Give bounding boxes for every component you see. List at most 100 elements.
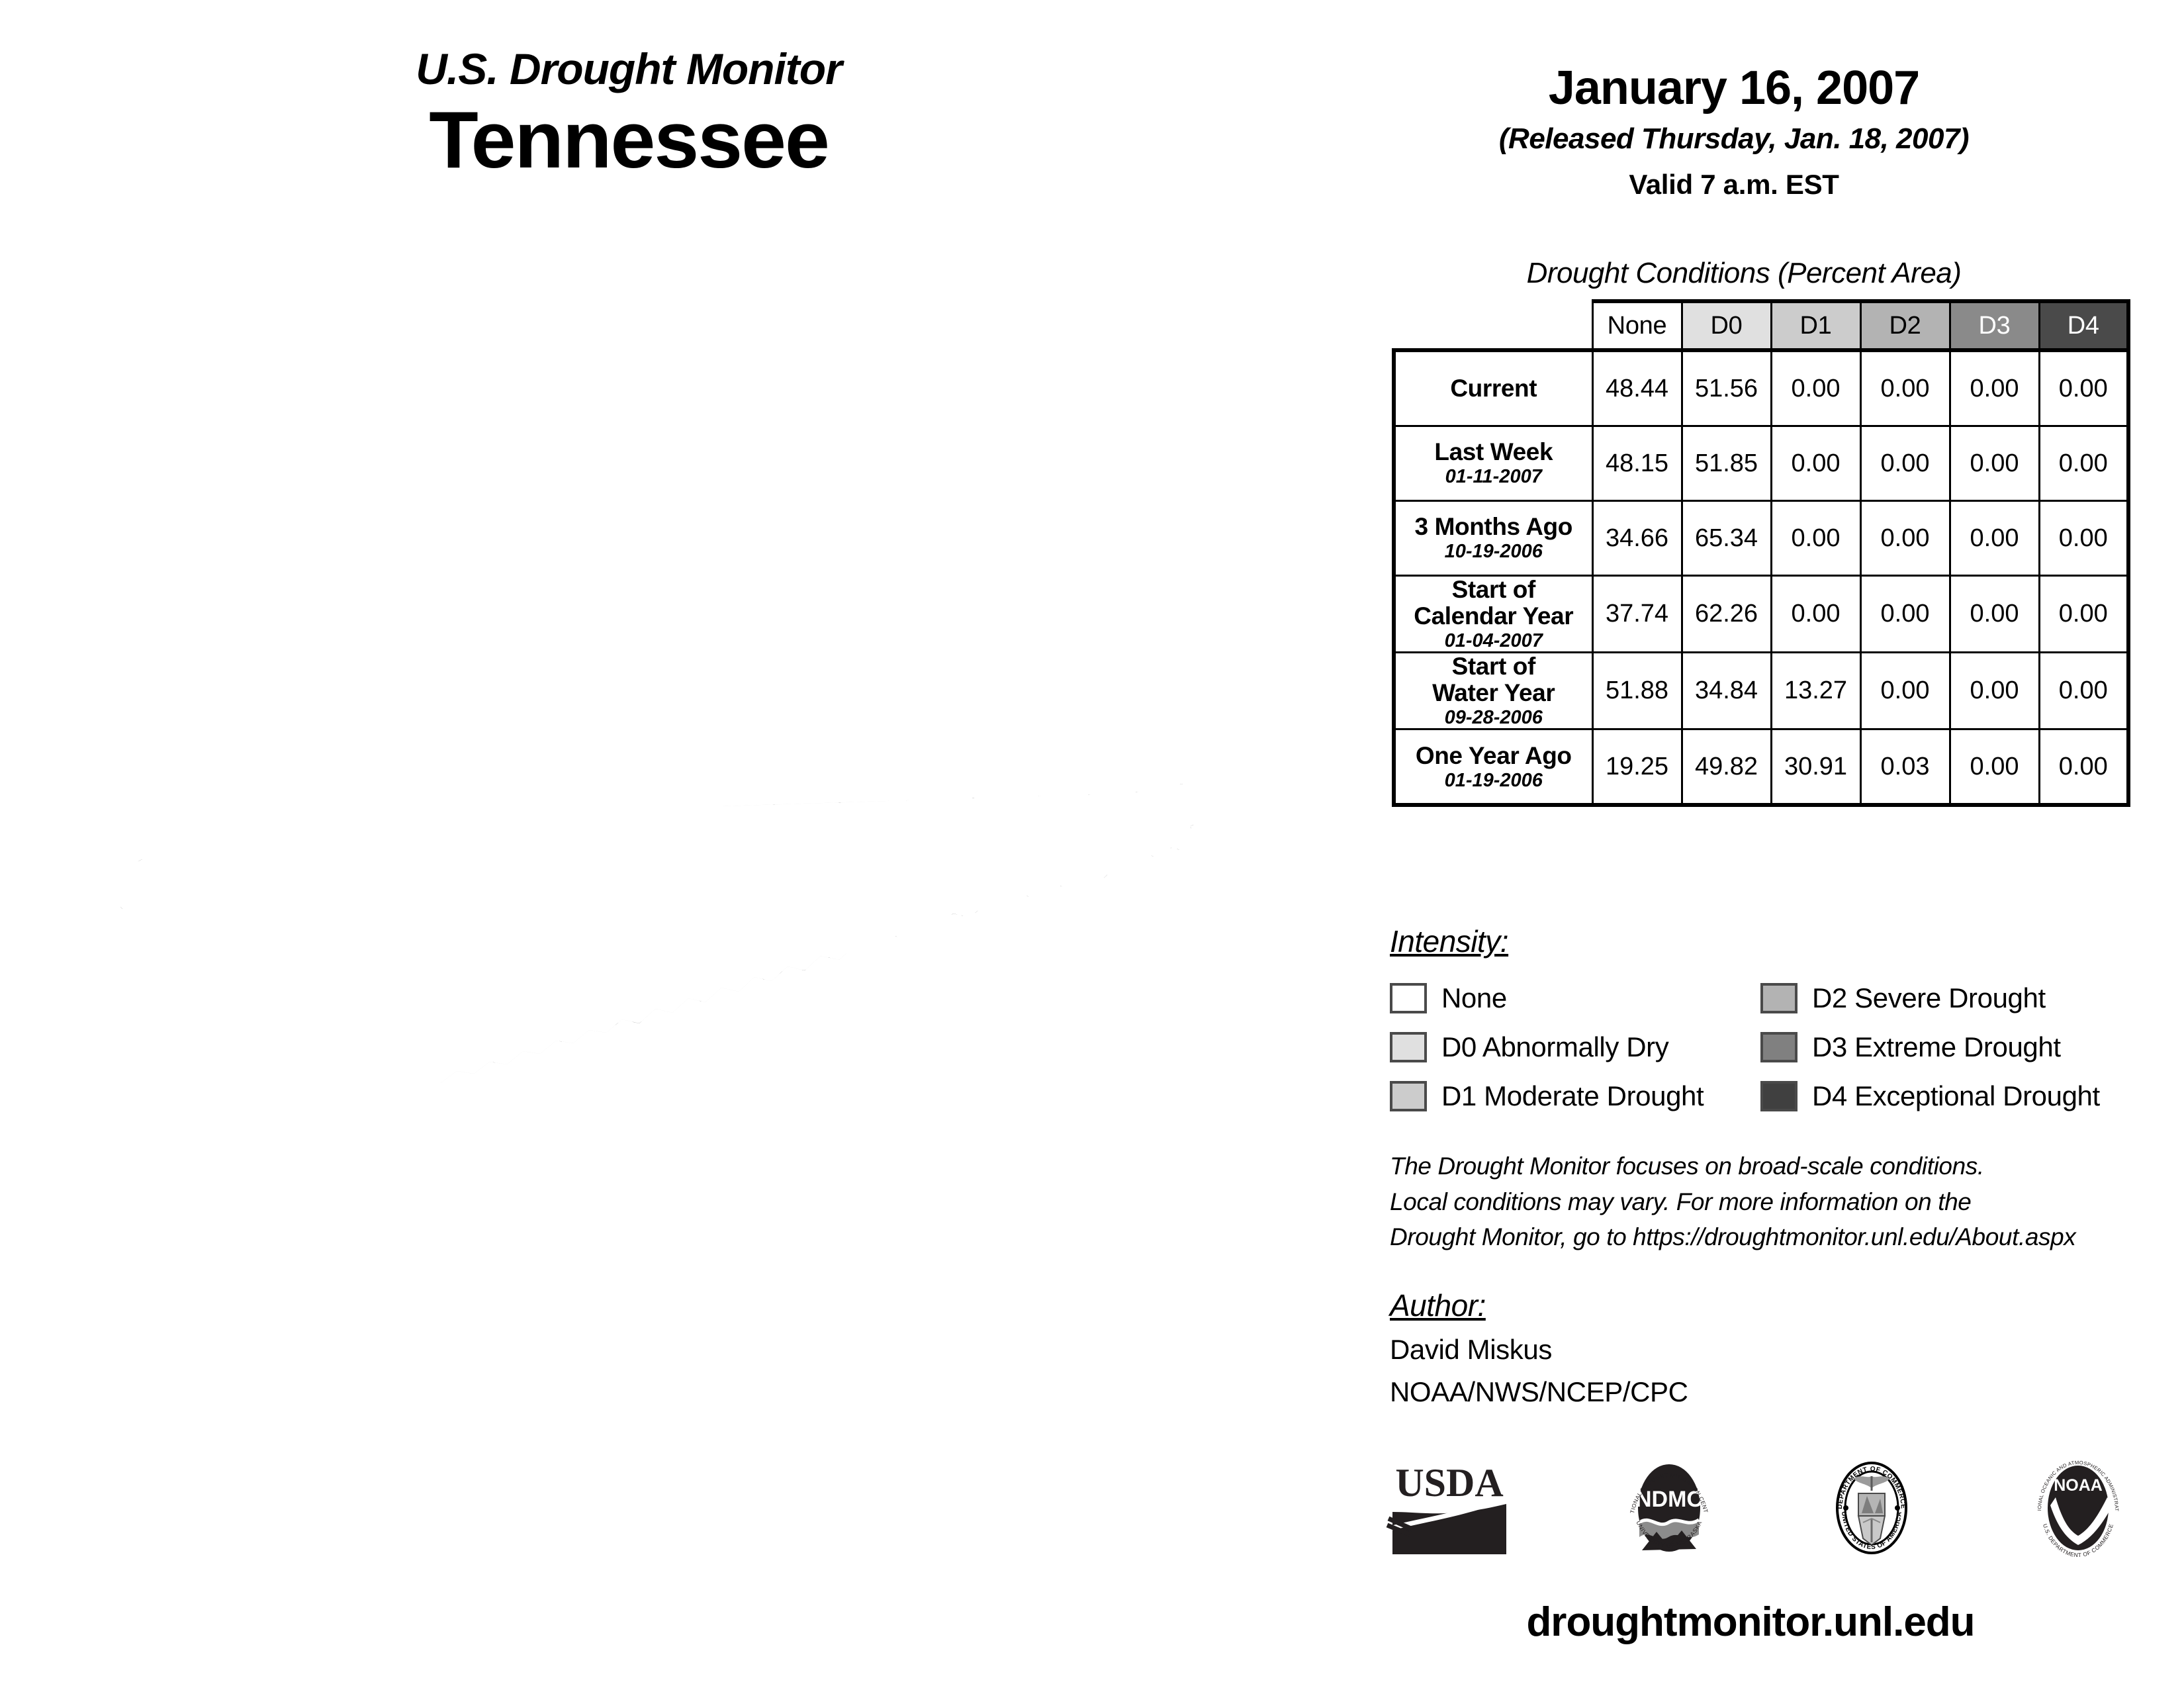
doc-logo: DEPARTMENT OF COMMERCE UNITED STATES OF … — [1822, 1450, 1921, 1570]
row-label: Current — [1392, 348, 1594, 427]
legend-swatch — [1390, 1032, 1427, 1062]
cell-d1: 0.00 — [1770, 574, 1862, 654]
cell-d2: 0.03 — [1859, 728, 1951, 808]
cell-d4: 0.00 — [2038, 425, 2130, 502]
cell-d4: 0.00 — [2038, 500, 2130, 577]
cell-d3: 0.00 — [1948, 500, 2040, 577]
footer-url[interactable]: droughtmonitor.unl.edu — [1526, 1599, 1975, 1645]
usda-logo-mark: USDA — [1386, 1461, 1508, 1554]
logo-row: USDA NDMC NATIONAL DROUGHT MITI — [1383, 1436, 2131, 1582]
cell-d3: 0.00 — [1948, 574, 2040, 654]
column-header-d2: D2 — [1859, 299, 1951, 352]
intensity-legend: Intensity: None D2 Severe Drought D0 Abnor… — [1390, 923, 2171, 1121]
row-date: 01-19-2006 — [1444, 769, 1543, 791]
intensity-title: Intensity: — [1390, 924, 1509, 959]
row-label: One Year Ago 01-19-2006 — [1392, 728, 1594, 808]
legend-swatch — [1760, 1081, 1797, 1111]
drought-conditions-table: None D0 D1 D2 D3 D4 Current 48.44 51.56 0.0… — [1392, 299, 2130, 808]
valid-time: Valid 7 a.m. EST — [1629, 168, 1839, 200]
state-title: Tennessee — [429, 95, 830, 185]
legend-item: D4 Exceptional Drought — [1760, 1080, 2171, 1112]
cell-none: 34.66 — [1591, 500, 1683, 577]
row-label: Start of Water Year 09-28-2006 — [1392, 651, 1594, 731]
cell-d2: 0.00 — [1859, 574, 1951, 654]
legend-item: D3 Extreme Drought — [1760, 1031, 2171, 1063]
svg-text:NDMC: NDMC — [1635, 1487, 1703, 1512]
table-row: Current 48.44 51.56 0.00 0.00 0.00 0.00 — [1392, 348, 2130, 427]
usda-logo: USDA — [1383, 1455, 1516, 1564]
cell-d1: 0.00 — [1770, 425, 1862, 502]
column-header-d3: D3 — [1948, 299, 2040, 352]
column-header-d1: D1 — [1770, 299, 1862, 352]
cell-none: 51.88 — [1591, 651, 1683, 731]
disclaimer-line-1: The Drought Monitor focuses on broad-sca… — [1390, 1152, 1984, 1180]
cell-d0: 51.56 — [1680, 348, 1772, 427]
svg-text:USDA: USDA — [1395, 1461, 1503, 1505]
column-header-d0: D0 — [1680, 299, 1772, 352]
legend-item: D1 Moderate Drought — [1390, 1080, 1760, 1112]
legend-label: D3 Extreme Drought — [1812, 1031, 2061, 1062]
ndmc-logo: NDMC NATIONAL DROUGHT MITIGATION CENTER … — [1617, 1444, 1719, 1570]
cell-d4: 0.00 — [2038, 348, 2130, 427]
legend-swatch — [1390, 1081, 1427, 1111]
cell-d1: 13.27 — [1770, 651, 1862, 731]
row-label: 3 Months Ago 10-19-2006 — [1392, 500, 1594, 577]
column-header-d4: D4 — [2038, 299, 2130, 352]
cell-d1: 30.91 — [1770, 728, 1862, 808]
release-date: (Released Thursday, Jan. 18, 2007) — [1498, 122, 1970, 155]
cell-d4: 0.00 — [2038, 651, 2130, 731]
right-panel: January 16, 2007 (Released Thursday, Jan… — [1324, 0, 2184, 1688]
page-title: U.S. Drought Monitor — [416, 44, 842, 93]
cell-none: 48.44 — [1591, 348, 1683, 427]
legend-grid: None D2 Severe Drought D0 Abnormally Dry D3… — [1390, 974, 2171, 1121]
cell-d2: 0.00 — [1859, 651, 1951, 731]
cell-d0: 51.85 — [1680, 425, 1772, 502]
cell-d1: 0.00 — [1770, 348, 1862, 427]
ndmc-logo-mark: NDMC NATIONAL DROUGHT MITIGATION CENTER … — [1617, 1444, 1709, 1552]
legend-label: D1 Moderate Drought — [1441, 1080, 1704, 1111]
cell-d2: 0.00 — [1859, 500, 1951, 577]
valid-date: January 16, 2007 — [1548, 62, 1920, 115]
table-caption: Drought Conditions (Percent Area) — [1526, 257, 1962, 289]
column-header-none: None — [1591, 299, 1683, 352]
map-state-outline — [95, 781, 1205, 1083]
legend-item: D2 Severe Drought — [1760, 982, 2171, 1014]
legend-swatch — [1760, 1032, 1797, 1062]
table-row: 3 Months Ago 10-19-2006 34.66 65.34 0.00 0.00… — [1392, 500, 2130, 577]
legend-item: None — [1390, 982, 1760, 1014]
left-panel: U.S. Drought Monitor Tennessee — [0, 46, 1324, 1688]
cell-d2: 0.00 — [1859, 425, 1951, 502]
disclaimer-line-2: Local conditions may vary. For more info… — [1390, 1188, 1972, 1215]
cell-d4: 0.00 — [2038, 728, 2130, 808]
cell-d3: 0.00 — [1948, 348, 2040, 427]
row-date: 09-28-2006 — [1444, 707, 1543, 729]
row-date: 10-19-2006 — [1444, 541, 1543, 563]
legend-label: D0 Abnormally Dry — [1441, 1031, 1669, 1062]
map-svg — [73, 755, 1304, 1125]
cell-d0: 34.84 — [1680, 651, 1772, 731]
title-block: U.S. Drought Monitor Tennessee — [0, 46, 1257, 182]
legend-item: D0 Abnormally Dry — [1390, 1031, 1760, 1063]
noaa-logo-mark: NOAA NATIONAL OCEANIC AND ATMOSPHERIC AD… — [2023, 1445, 2120, 1558]
table-header-row: None D0 D1 D2 D3 D4 — [1394, 299, 2130, 352]
svg-text:NOAA: NOAA — [2054, 1476, 2103, 1495]
cell-d1: 0.00 — [1770, 500, 1862, 577]
legend-swatch — [1390, 983, 1427, 1013]
author-affiliation: NOAA/NWS/NCEP/CPC — [1390, 1376, 1688, 1407]
table-row: Start of Water Year 09-28-2006 51.88 34.84 13… — [1392, 651, 2130, 731]
row-date: 01-04-2007 — [1444, 630, 1543, 651]
date-block: January 16, 2007 (Released Thursday, Jan… — [1324, 62, 2144, 201]
cell-d4: 0.00 — [2038, 574, 2130, 654]
author-name: David Miskus — [1390, 1334, 1552, 1365]
row-label: Last Week 01-11-2007 — [1392, 425, 1594, 502]
tennessee-drought-map[interactable] — [73, 755, 1304, 1125]
cell-d2: 0.00 — [1859, 348, 1951, 427]
legend-label: D2 Severe Drought — [1812, 982, 2046, 1013]
author-title: Author: — [1390, 1288, 1486, 1323]
cell-none: 37.74 — [1591, 574, 1683, 654]
cell-d0: 62.26 — [1680, 574, 1772, 654]
doc-logo-mark: DEPARTMENT OF COMMERCE UNITED STATES OF … — [1836, 1461, 1908, 1554]
legend-label: D4 Exceptional Drought — [1812, 1080, 2100, 1111]
cell-none: 48.15 — [1591, 425, 1683, 502]
table-corner-cell — [1394, 301, 1592, 350]
